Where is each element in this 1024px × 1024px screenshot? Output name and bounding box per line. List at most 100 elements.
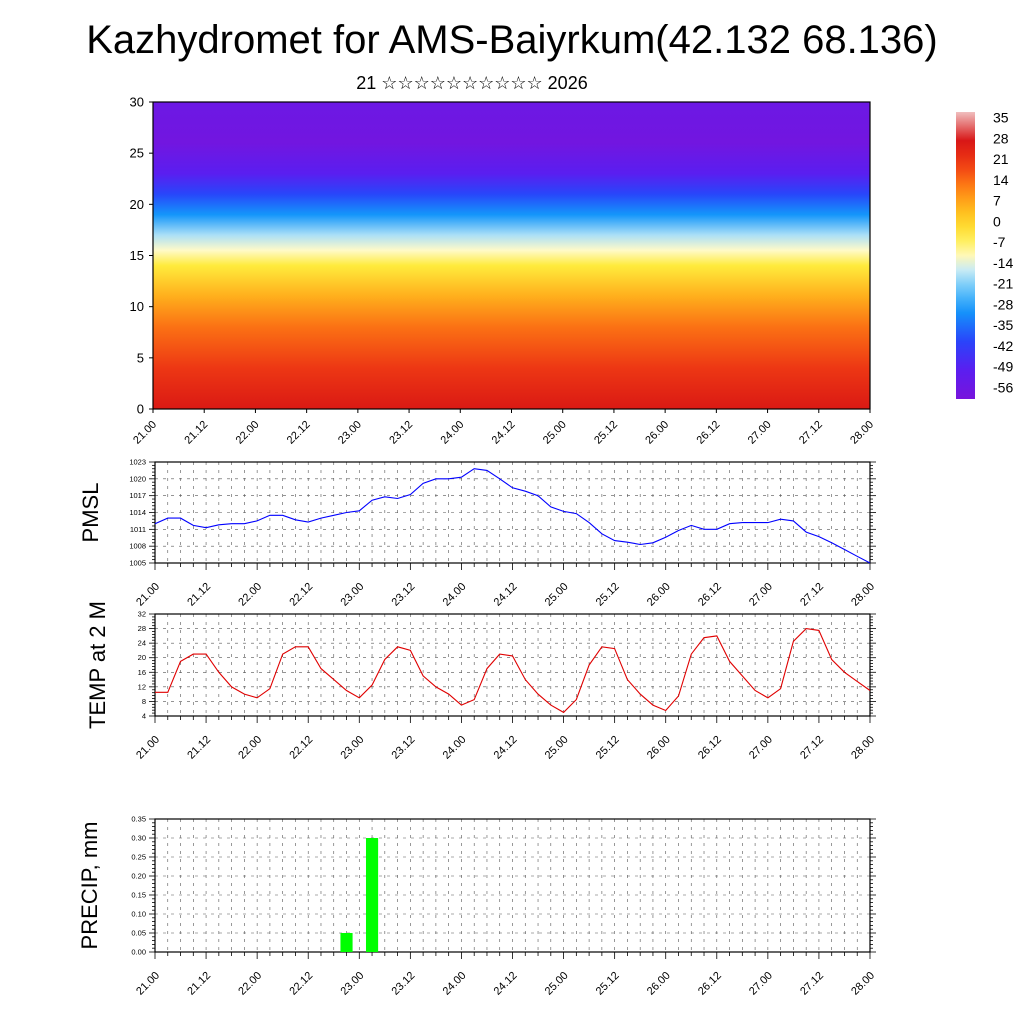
colorbar-label: -14 (993, 255, 1013, 271)
x-tick-label: 26.00 (643, 419, 671, 447)
x-tick-label: 24.12 (490, 419, 518, 447)
pmsl-x-label: 27.12 (798, 581, 826, 609)
x-tick-label: 25.12 (592, 419, 620, 447)
wind-barb-flag (608, 416, 611, 417)
colorbar (956, 112, 975, 399)
wind-barb-flag (871, 271, 873, 274)
x-tick-label: 27.12 (797, 419, 825, 447)
colorbar-label: 28 (993, 130, 1009, 146)
pmsl-x-label: 28.00 (849, 581, 877, 609)
y-tick-label: 5 (137, 350, 144, 365)
pmsl-x-label: 26.00 (645, 581, 673, 609)
wind-barb-flag (412, 97, 415, 101)
wind-barb-flag (320, 417, 323, 421)
pmsl-y-label: 1020 (129, 474, 146, 483)
wind-barb-flag (871, 111, 872, 114)
pmsl-y-label: 1005 (129, 559, 146, 568)
figure-title: Kazhydromet for AMS-Baiyrkum(42.132 68.1… (86, 18, 938, 62)
wind-barb-flag (236, 414, 239, 416)
y-tick-label: 0 (137, 402, 144, 417)
wind-barb-flag (875, 375, 877, 380)
wind-barb-flag (804, 422, 809, 423)
wind-barb-flag (872, 332, 875, 335)
wind-barb-flag (261, 420, 265, 423)
colorbar-label: -49 (993, 359, 1013, 375)
pmsl-y-label: 1017 (129, 491, 146, 500)
wind-barb-flag (294, 419, 298, 420)
pmsl-x-label: 22.12 (287, 581, 315, 609)
x-tick-label: 26.12 (695, 419, 723, 447)
temp2m-y-label: 32 (138, 610, 146, 619)
wind-barb-flag (358, 96, 362, 97)
wind-barb-flag (844, 419, 848, 420)
temp2m-x-label: 21.12 (185, 734, 213, 762)
wind-barb-flag (668, 96, 672, 98)
pmsl-x-label: 21.00 (134, 581, 162, 609)
pmsl-x-label: 22.00 (236, 581, 264, 609)
x-tick-label: 24.00 (438, 419, 466, 447)
wind-barb-flag (564, 419, 569, 421)
pmsl-x-label: 23.12 (390, 581, 418, 609)
wind-barb-flag (635, 90, 640, 92)
colorbar-label: -7 (993, 234, 1006, 250)
temp2m-grid (155, 613, 870, 717)
wind-barb-flag (325, 102, 326, 103)
x-tick-label: 21.00 (131, 419, 159, 447)
wind-barb-flag (852, 411, 857, 413)
x-tick-label: 28.00 (848, 419, 876, 447)
wind-barb-flag (382, 96, 386, 97)
temp2m-x-label: 24.00 (441, 734, 469, 762)
wind-barb-flag (603, 99, 608, 100)
pmsl-x-label: 21.12 (185, 581, 213, 609)
pmsl-x-label: 25.00 (543, 581, 571, 609)
wind-barb-flag (567, 419, 571, 421)
colorbar-label: -56 (993, 380, 1013, 396)
wind-barb-flag (871, 208, 874, 212)
wind-barb-flag (347, 409, 348, 414)
pmsl-grid (155, 461, 870, 564)
pmsl-x-label: 27.00 (747, 581, 775, 609)
pmsl-y-label: 1008 (129, 542, 146, 551)
pmsl-y-label: 1011 (130, 525, 146, 534)
wind-barb-flag (634, 93, 639, 94)
wind-barb-flag (325, 90, 330, 93)
pmsl-y-label: 1023 (129, 458, 146, 467)
wind-barb-flag (277, 419, 281, 420)
wind-barb-flag (843, 415, 846, 417)
x-tick-label: 25.00 (541, 419, 569, 447)
pmsl-x-label: 24.12 (492, 581, 520, 609)
wind-barb-flag (394, 92, 399, 94)
wind-barb-flag (614, 94, 618, 95)
temp2m-y-label: 8 (142, 697, 146, 706)
pmsl-x-label: 24.00 (441, 581, 469, 609)
colorbar-label: 0 (993, 213, 1001, 229)
x-tick-label: 23.00 (336, 419, 364, 447)
wind-barb-flag (325, 96, 329, 97)
wind-barb-flag (234, 410, 238, 411)
colorbar-label: -42 (993, 338, 1013, 354)
colorbar-label: 7 (993, 193, 1001, 209)
colorbar-label: -35 (993, 317, 1013, 333)
wind-barb-flag (222, 413, 227, 414)
x-tick-label: 22.12 (285, 419, 313, 447)
wind-barb-flag (593, 414, 596, 417)
wind-barb-flag (831, 411, 836, 412)
wind-barb-flag (271, 415, 274, 417)
x-tick-label: 22.00 (234, 419, 262, 447)
wind-barb-flag (602, 99, 605, 100)
wind-barb-flag (526, 417, 530, 420)
temp2m-x-label: 21.00 (134, 734, 162, 762)
pmsl-y-label: 1014 (129, 508, 146, 517)
wind-barb-flag (231, 421, 236, 422)
wind-barb-flag (800, 419, 804, 422)
temp2m-y-label: 28 (138, 624, 146, 633)
wind-barb-flag (697, 96, 701, 100)
wind-barb-flag (234, 416, 237, 420)
wind-barb-flag (645, 410, 646, 415)
wind-barb-flag (873, 347, 874, 351)
y-tick-label: 20 (130, 197, 144, 212)
x-tick-label: 27.00 (746, 419, 774, 447)
figure-subtitle: 21 ☆☆☆☆☆☆☆☆☆☆ 2026 (356, 73, 588, 93)
temp2m-y-label: 20 (138, 653, 146, 662)
